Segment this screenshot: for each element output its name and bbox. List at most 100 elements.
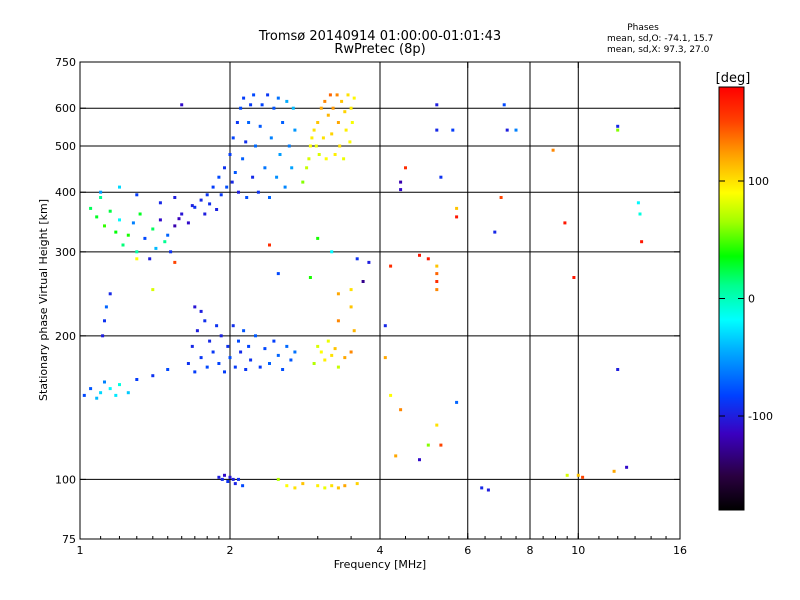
y-tick-label: 400 (55, 186, 76, 199)
y-tick-label: 75 (62, 533, 76, 546)
data-point (208, 202, 212, 206)
chart-title: Tromsø 20140914 01:00:00-01:01:43 (258, 29, 501, 44)
data-point (399, 188, 403, 192)
data-point (131, 221, 135, 225)
data-point (316, 236, 320, 240)
data-point (616, 368, 620, 371)
x-tick-label: 4 (377, 544, 384, 557)
data-point (291, 106, 295, 110)
data-point (293, 128, 297, 132)
data-point (199, 309, 203, 313)
data-point (256, 190, 260, 194)
data-point (451, 128, 455, 132)
data-point (101, 334, 105, 338)
data-point (193, 370, 197, 374)
x-tick-label: 16 (673, 544, 687, 557)
data-point (247, 121, 251, 124)
data-point (331, 106, 335, 110)
data-point (104, 305, 108, 309)
data-point (319, 106, 323, 110)
data-point (290, 166, 294, 170)
data-point (399, 180, 403, 184)
data-point (166, 368, 170, 371)
data-point (340, 99, 344, 103)
data-point (480, 486, 484, 490)
data-point (247, 344, 251, 348)
data-point (108, 387, 112, 391)
data-point (316, 484, 320, 488)
data-point (551, 148, 555, 152)
data-point (118, 185, 121, 189)
data-point (625, 465, 629, 469)
data-point (493, 230, 497, 234)
data-point (285, 484, 289, 488)
data-point (190, 204, 194, 208)
chart-subtitle: RwPretec (8p) (334, 42, 425, 57)
data-point (352, 96, 356, 100)
data-point (301, 482, 305, 486)
data-point (323, 358, 327, 362)
data-point (180, 212, 184, 216)
data-point (435, 103, 439, 107)
data-point (154, 246, 158, 250)
data-point (114, 393, 118, 397)
data-point (435, 264, 439, 268)
data-point (249, 103, 253, 107)
data-point (308, 276, 312, 279)
data-point (426, 257, 430, 261)
data-point (235, 121, 239, 124)
data-point (349, 350, 353, 354)
data-point (336, 292, 340, 296)
data-point (237, 477, 240, 481)
data-point (266, 93, 270, 97)
data-point (612, 469, 616, 473)
data-point (455, 206, 459, 210)
data-point (330, 484, 334, 488)
data-point (268, 243, 271, 247)
data-point (394, 454, 398, 458)
data-point (193, 205, 197, 209)
data-point (272, 339, 276, 343)
data-point (231, 136, 235, 140)
data-point (486, 488, 490, 492)
y-tick-label: 500 (55, 140, 76, 153)
data-point (138, 212, 142, 216)
data-point (285, 99, 289, 103)
data-point (283, 185, 287, 189)
y-tick-label: 300 (55, 246, 76, 259)
data-point (272, 106, 276, 110)
colorbar-tick-label: 100 (748, 175, 769, 188)
data-point (343, 356, 347, 360)
data-point (245, 196, 249, 199)
data-point (226, 480, 230, 483)
data-point (163, 240, 167, 244)
data-point (217, 362, 221, 365)
x-axis-label: Frequency [MHz] (334, 558, 426, 571)
data-point (350, 121, 354, 124)
data-point (258, 124, 262, 128)
data-point (199, 198, 203, 202)
data-point (226, 344, 230, 348)
data-point (439, 175, 443, 179)
data-point (254, 144, 257, 148)
data-point (455, 215, 459, 219)
data-point (565, 473, 569, 477)
data-point (95, 396, 99, 400)
data-point (99, 391, 103, 395)
data-point (418, 458, 421, 462)
data-point (514, 128, 518, 132)
colorbar-tick-label: 0 (748, 293, 755, 306)
data-point (215, 208, 219, 211)
data-point (135, 257, 139, 261)
data-point (244, 140, 248, 144)
data-point (99, 190, 103, 194)
data-point (108, 209, 112, 213)
data-point (310, 136, 314, 140)
data-point (151, 227, 155, 231)
data-point (199, 356, 203, 360)
data-point (173, 260, 177, 264)
data-point (89, 206, 93, 210)
data-point (158, 218, 162, 222)
data-point (355, 482, 359, 486)
data-point (173, 224, 177, 228)
